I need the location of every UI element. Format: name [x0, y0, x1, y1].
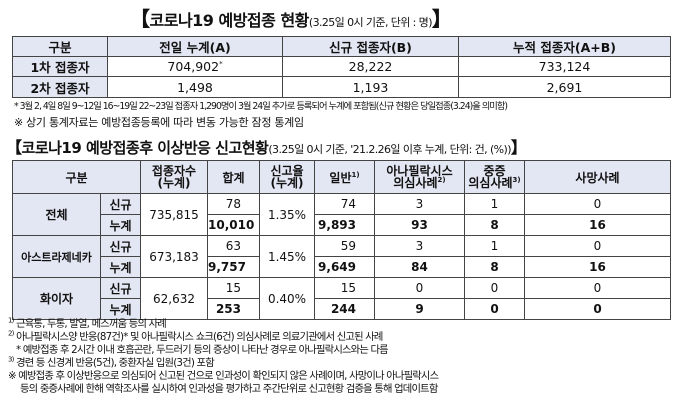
cell-anaphylaxis: 3	[374, 235, 465, 257]
cell-severe: 8	[464, 214, 525, 236]
cell-death: 16	[524, 214, 671, 236]
cell-total: 9,757	[207, 256, 260, 278]
cell-total: 78	[207, 193, 260, 215]
cell-vaccinated: 62,632	[140, 277, 208, 320]
cell-cumulative: 2,691	[458, 76, 671, 98]
group-label: 아스트라제네카	[12, 235, 101, 278]
table-row: 누계 9,757 9,649 84 8 16	[13, 256, 671, 278]
cell-anaphylaxis: 3	[374, 193, 465, 215]
note-provisional: ※ 상기 통계자료는 예방접종등록에 따라 변동 가능한 잠정 통계임	[14, 116, 304, 129]
cell-general: 59	[314, 235, 375, 257]
table-header-row: 구분 접종자수 (누계) 합계 신고율 (누계) 일반1) 아나필락시스 의심사례2)…	[12, 160, 671, 194]
adverse-events-table: 구분 접종자수 (누계) 합계 신고율 (누계) 일반1) 아나필락시스 의심사례2)…	[12, 160, 671, 320]
cell-general: 15	[314, 277, 375, 299]
footnote-mark: 1)	[8, 316, 14, 325]
cell-death: 0	[524, 298, 671, 320]
header-category: 구분	[12, 36, 108, 57]
cell-total: 253	[207, 298, 260, 320]
cell-rate: 1.45%	[259, 235, 315, 278]
title-vaccination-status: 【코로나19 예방접종 현황(3.25일 0시 기준, 단위 : 명)】	[130, 3, 452, 32]
cell-previous-total: 704,902*	[107, 56, 283, 77]
footnote-severe: 3) 경련 등 신경계 반응(5건), 중환자실 입원(3건) 포함	[8, 355, 215, 369]
footnote-causality-2: 등의 중증사례에 한해 역학조사를 실시하여 인과성을 평가하고 주간단위로 신…	[20, 383, 438, 395]
footnote-general: 1) 근육통, 두통, 발열, 메스꺼움 등의 사례	[8, 316, 167, 330]
row-label: 2차 접종자	[12, 76, 108, 98]
header-vaccinated: 접종자수 (누계)	[140, 160, 208, 194]
cell-anaphylaxis: 0	[374, 277, 465, 299]
type-label: 누계	[100, 214, 141, 236]
cell-cumulative: 733,124	[458, 56, 671, 77]
table-row: 화이자 신규 62,632 15 0.40% 15 0 0 0	[12, 277, 671, 320]
title-bracket-open: 【	[130, 7, 150, 31]
cell-general: 9,649	[314, 256, 375, 278]
title-adverse-events: 【코로나19 예방접종후 이상반응 신고현황(3.25일 0시 기준, '21.…	[6, 134, 527, 158]
group-label: 화이자	[12, 277, 101, 320]
cell-anaphylaxis: 84	[374, 256, 465, 278]
title-main: 코로나19 예방접종 현황	[149, 11, 310, 30]
cell-rate: 1.35%	[259, 193, 315, 236]
cell-previous-total: 1,498	[107, 76, 283, 98]
cell-death: 0	[524, 193, 671, 215]
cell-death: 16	[524, 256, 671, 278]
cell-new: 28,222	[282, 56, 459, 77]
header-anaphylaxis: 아나필락시스 의심사례2)	[374, 160, 465, 194]
footnote-causality-1: ※ 예방접종 후 이상반응으로 의심되어 신고된 건으로 인과성이 확인되지 않…	[8, 370, 439, 382]
title2-sub: (3.25일 0시 기준, '21.2.26일 이후 누계, 단위: 건, (%…	[268, 143, 511, 156]
vaccination-table: 구분 전일 누계(A) 신규 접종자(B) 누적 접종자(A+B) 1차 접종자…	[12, 36, 671, 98]
header-severe: 중증 의심사례3)	[464, 160, 525, 194]
footnote-mark: 2)	[8, 329, 14, 338]
footnote-anaphylaxis-detail: * 예방접종 후 2시간 이내 호흡곤란, 두드러기 등의 증상이 나타난 경우…	[16, 344, 389, 356]
table-header-row: 구분 전일 누계(A) 신규 접종자(B) 누적 접종자(A+B)	[12, 36, 671, 57]
cell-total: 63	[207, 235, 260, 257]
footnote-mark: 3)	[8, 355, 14, 364]
cell-anaphylaxis: 9	[374, 298, 465, 320]
table-row: 1차 접종자 704,902* 28,222 733,124	[12, 56, 671, 77]
title2-bracket-close: 】	[510, 138, 527, 157]
cell-rate: 0.40%	[259, 277, 315, 320]
cell-severe: 0	[464, 277, 525, 299]
cell-severe: 0	[464, 298, 525, 320]
header-death: 사망사례	[524, 160, 671, 194]
header-cumulative: 누적 접종자(A+B)	[458, 36, 671, 57]
cell-general: 74	[314, 193, 375, 215]
cell-anaphylaxis: 93	[374, 214, 465, 236]
cell-severe: 1	[464, 193, 525, 215]
cell-death: 0	[524, 235, 671, 257]
table-row: 누계 253 244 9 0 0	[13, 298, 671, 320]
group-label: 전체	[12, 193, 101, 236]
cell-severe: 1	[464, 235, 525, 257]
cell-severe: 8	[464, 256, 525, 278]
table-row: 전체 신규 735,815 78 1.35% 74 3 1 0	[12, 193, 671, 236]
title-bracket-close: 】	[431, 7, 452, 31]
cell-general: 9,893	[314, 214, 375, 236]
footnote-anaphylaxis: 2) 아나필락시스양 반응(87건)* 및 아나필락시스 쇼크(6건) 의심사례…	[8, 329, 383, 343]
row-label: 1차 접종자	[12, 56, 108, 77]
table-row: 누계 10,010 9,893 93 8 16	[13, 214, 671, 236]
cell-vaccinated: 673,183	[140, 235, 208, 278]
header-general: 일반1)	[314, 160, 375, 194]
note-registration: * 3월 2, 4일 8일 9~12일 16~19일 22~23일 접종자 1,…	[14, 101, 508, 112]
header-previous-total: 전일 누계(A)	[107, 36, 283, 57]
title2-bracket-open: 【	[6, 138, 22, 157]
cell-total: 15	[207, 277, 260, 299]
table-row: 아스트라제네카 신규 673,183 63 1.45% 59 3 1 0	[12, 235, 671, 278]
footnote-mark: *	[219, 59, 223, 68]
cell-general: 244	[314, 298, 375, 320]
cell-death: 0	[524, 277, 671, 299]
header-new-vaccinated: 신규 접종자(B)	[282, 36, 459, 57]
title-sub: (3.25일 0시 기준, 단위 : 명)	[308, 16, 433, 29]
cell-new: 1,193	[282, 76, 459, 98]
header-total: 합계	[207, 160, 260, 194]
type-label: 신규	[100, 235, 141, 257]
type-label: 누계	[100, 256, 141, 278]
type-label: 신규	[100, 277, 141, 299]
title2-main: 코로나19 예방접종후 이상반응 신고현황	[21, 139, 269, 157]
type-label: 신규	[100, 193, 141, 215]
table-row: 2차 접종자 1,498 1,193 2,691	[12, 76, 671, 98]
type-label: 누계	[100, 298, 141, 320]
header-report-rate: 신고율 (누계)	[259, 160, 315, 194]
cell-vaccinated: 735,815	[140, 193, 208, 236]
header-category: 구분	[12, 160, 141, 194]
cell-total: 10,010	[207, 214, 260, 236]
